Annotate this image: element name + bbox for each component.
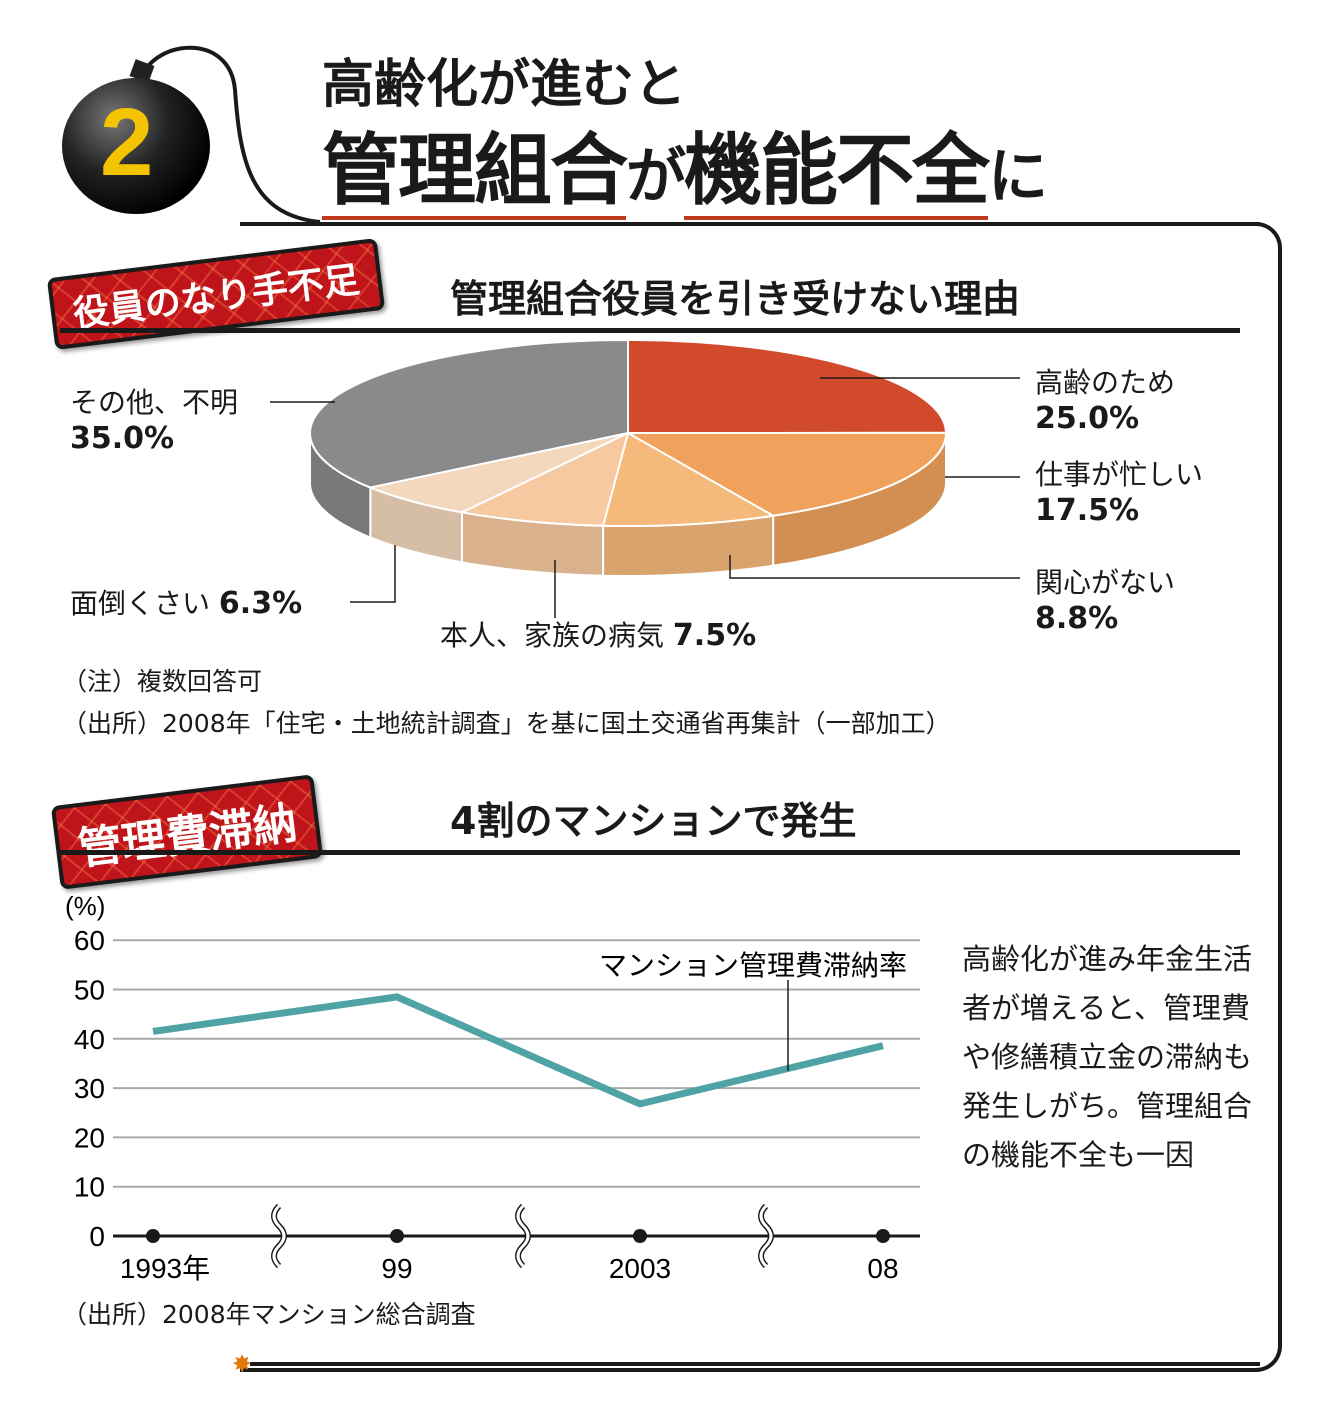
body-text: 高齢化が進み年金生活者が増えると、管理費や修繕積立金の滞納も発生しがち。管理組合… xyxy=(962,942,1253,1172)
frame-bottom xyxy=(250,1362,1260,1366)
y-tick-label: 10 xyxy=(74,1172,105,1203)
x-tick-label: 99 xyxy=(381,1253,412,1284)
y-tick-label: 40 xyxy=(74,1024,105,1055)
x-tick-dot xyxy=(876,1229,890,1243)
x-tick-label: 1993年 xyxy=(120,1253,210,1284)
axis-break xyxy=(272,1204,286,1268)
pie-label: 面倒くさい 6.3% xyxy=(70,586,303,621)
pie-label: 仕事が忙しい 17.5% xyxy=(1035,458,1204,528)
pie-slice xyxy=(624,431,948,517)
y-tick-label: 60 xyxy=(74,925,105,956)
source: （出所）2008年「住宅・土地統計調査」を基に国土交通省再集計（一部加工） xyxy=(62,709,951,738)
section1-title: 管理組合役員を引き受けない理由 xyxy=(450,277,1021,321)
title-part: 機能不全 xyxy=(684,126,990,220)
leader-line xyxy=(729,555,1020,579)
title-line1: 高齢化が進むと xyxy=(322,55,687,115)
pie-slice xyxy=(309,340,629,489)
x-tick-label: 08 xyxy=(867,1253,898,1284)
pie-label: 高齢のため 25.0% xyxy=(1035,366,1176,436)
axis-break xyxy=(516,1204,530,1268)
y-tick-label: 0 xyxy=(89,1221,105,1252)
note: （注）複数回答可 xyxy=(62,667,263,696)
pie-slice xyxy=(601,431,777,527)
bomb-fuse xyxy=(129,45,321,224)
y-tick-label: 20 xyxy=(74,1122,105,1153)
line-chart: (%) 0 10 20 30 40 50 60 1993年 99 2003 08 マンション管理費滞納率 xyxy=(65,891,920,1284)
axis-break xyxy=(759,1204,773,1268)
badge-number: 2 xyxy=(100,89,154,196)
y-tick-label: 30 xyxy=(74,1073,105,1104)
series-line xyxy=(152,993,884,1108)
y-unit: (%) xyxy=(65,891,105,921)
title-line2: 管理組合が機能不全に xyxy=(322,108,1048,220)
pie-label: 関心がない 8.8% xyxy=(1035,566,1176,636)
x-tick-label: 2003 xyxy=(609,1253,671,1284)
frame-top xyxy=(300,222,1260,226)
series-label: マンション管理費滞納率 xyxy=(599,950,907,981)
spark-icon: ✸ xyxy=(232,1350,253,1378)
title-part: に xyxy=(988,142,1048,212)
bomb-icon xyxy=(62,78,210,214)
x-tick-dot xyxy=(633,1229,647,1243)
x-tick-dot xyxy=(390,1229,404,1243)
x-tick-dot xyxy=(146,1229,160,1243)
pie-slice xyxy=(627,340,948,435)
title-part: が xyxy=(626,142,686,212)
leader-line xyxy=(350,545,396,603)
divider xyxy=(60,328,1240,333)
source: （出所）2008年マンション総合調査 xyxy=(62,1300,476,1329)
divider xyxy=(60,850,1240,855)
pie-chart xyxy=(270,340,1020,618)
title-part: 管理組合 xyxy=(322,126,628,220)
section2-title: 4割のマンションで発生 xyxy=(450,799,857,843)
y-tick-label: 50 xyxy=(74,975,105,1006)
pie-label: その他、不明 35.0% xyxy=(70,386,239,456)
pie-label: 本人、家族の病気 7.5% xyxy=(440,618,757,653)
pie-slice xyxy=(458,431,630,527)
